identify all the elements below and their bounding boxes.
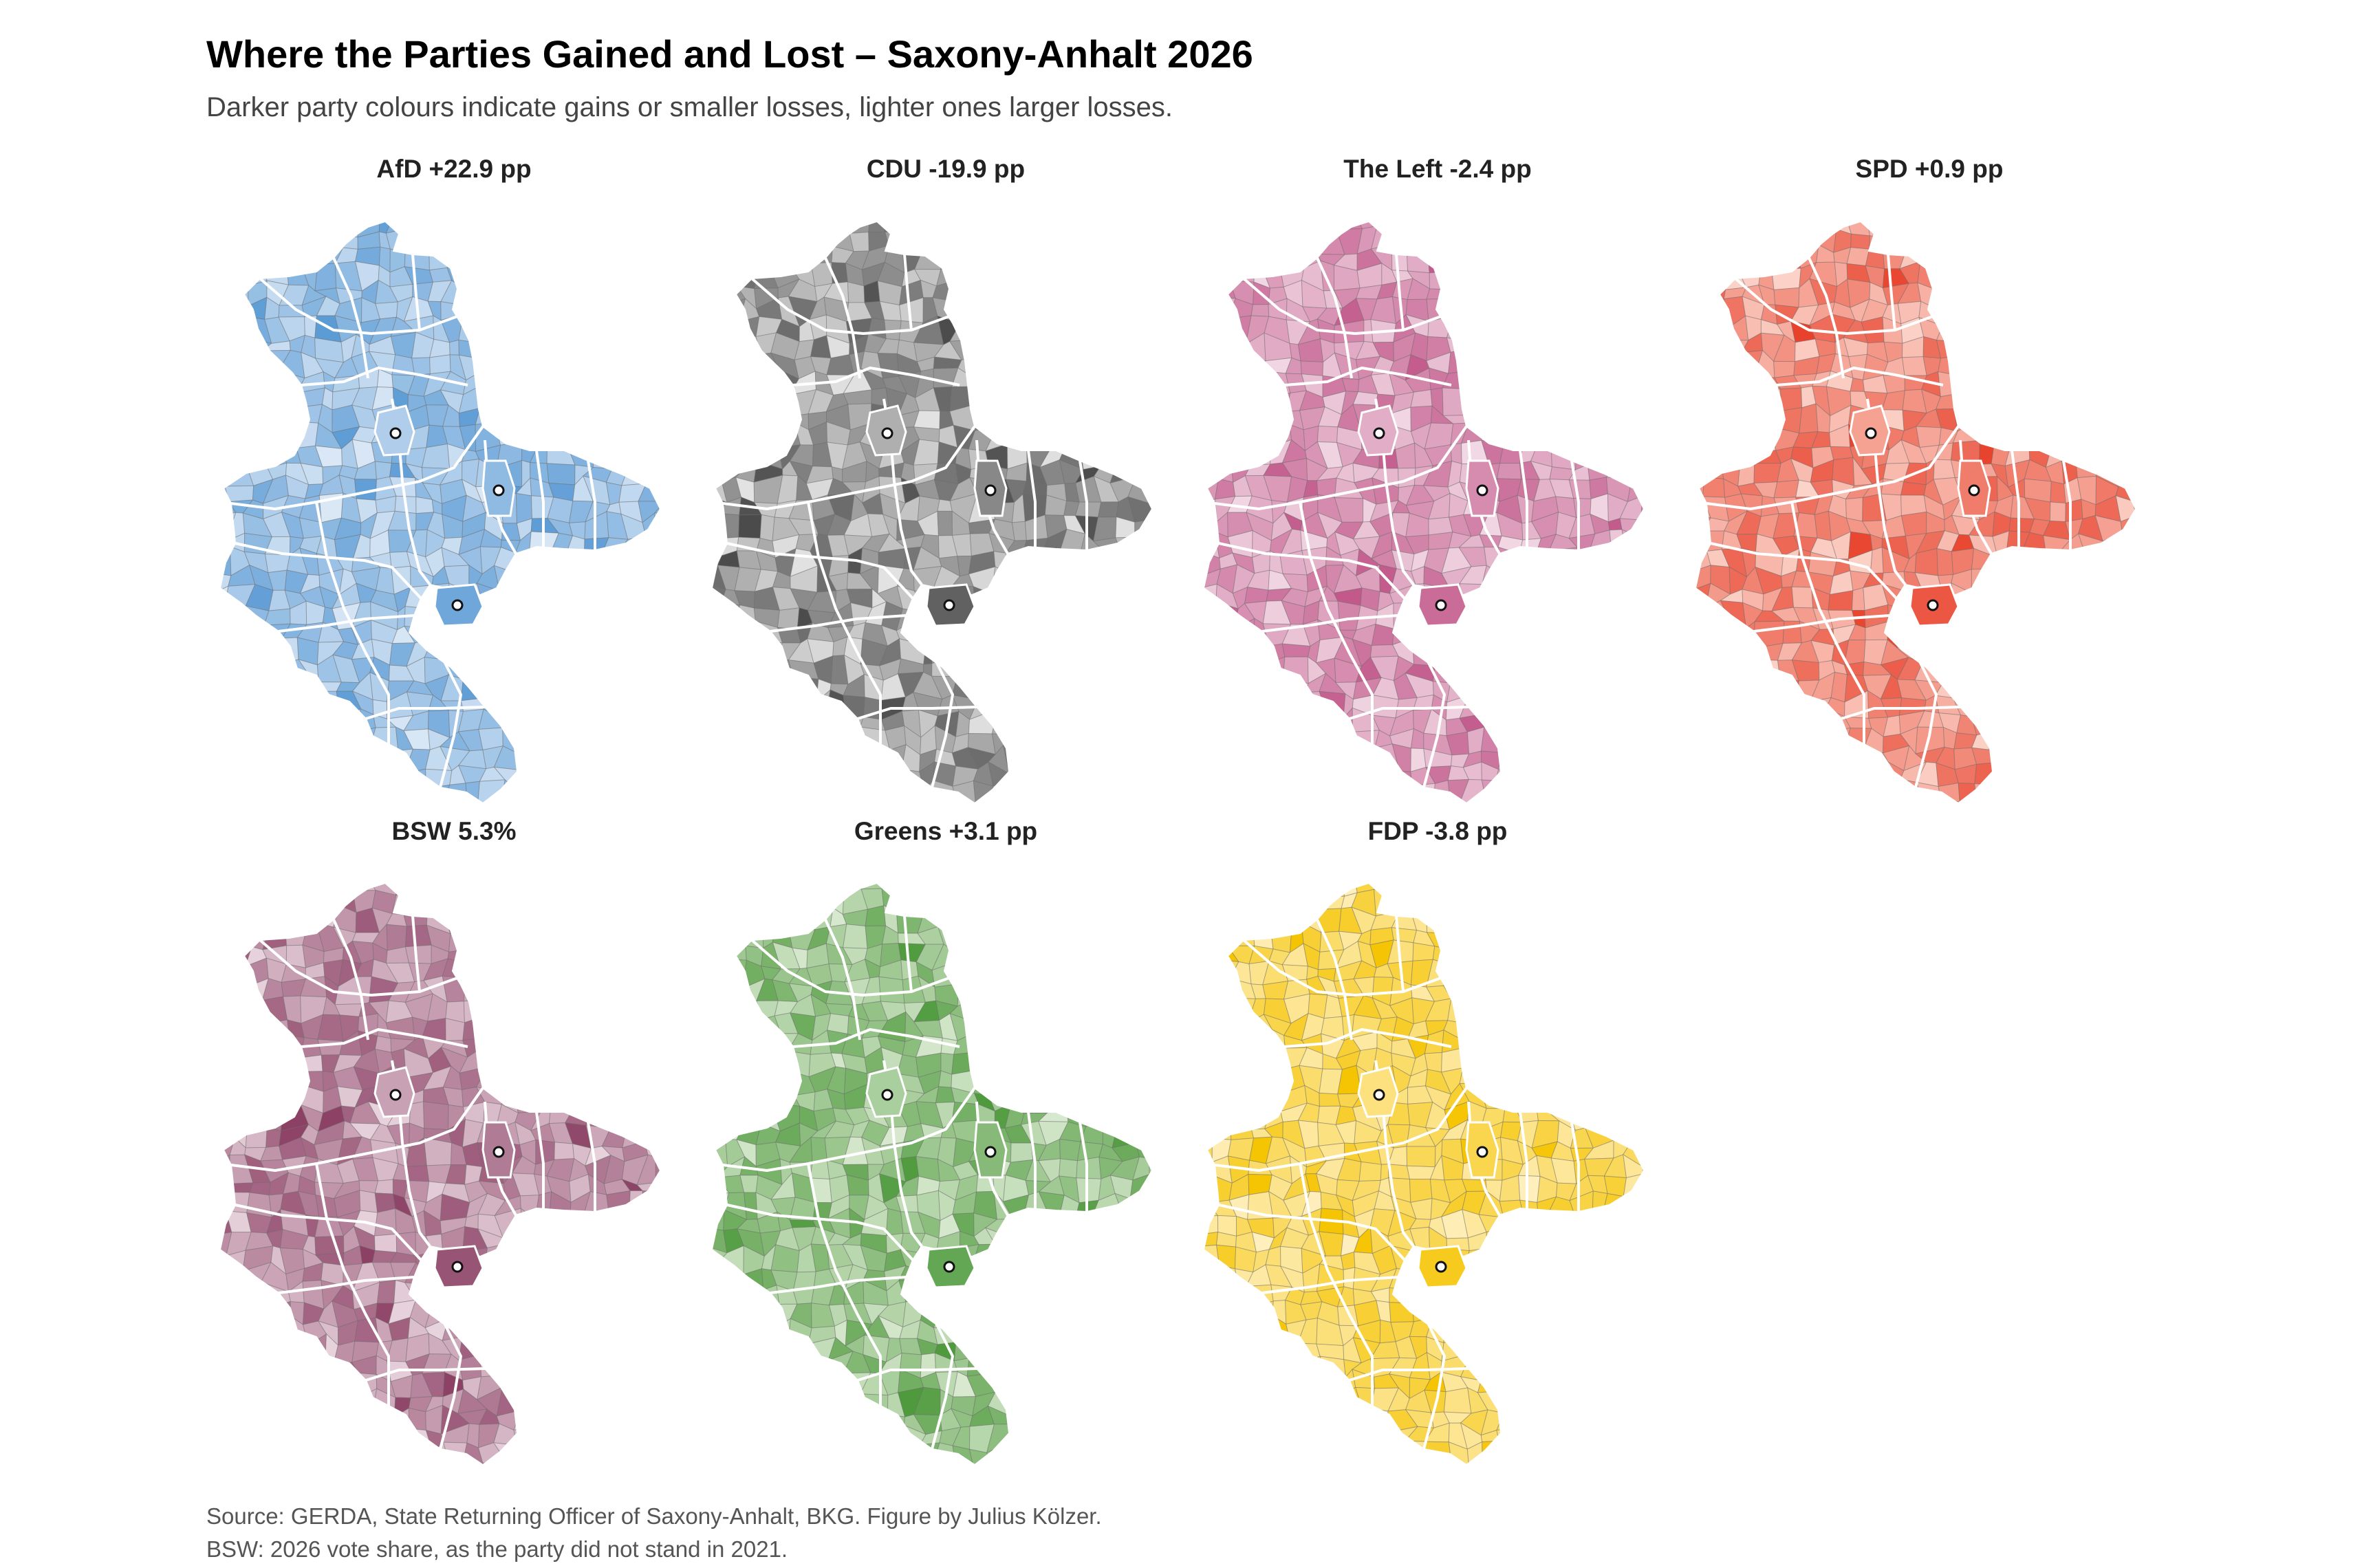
- panel-title-bsw: BSW 5.3%: [391, 817, 517, 845]
- city-marker: [389, 427, 402, 439]
- map-greens: [711, 882, 1153, 1466]
- map-left: [1202, 220, 1645, 805]
- city-marker: [943, 1261, 955, 1273]
- map-cdu: [711, 220, 1153, 805]
- city-marker: [1968, 484, 1980, 497]
- state-outline: [1694, 220, 2137, 805]
- city-marker: [389, 1089, 402, 1101]
- city-marker: [1435, 599, 1447, 611]
- city-marker: [1927, 599, 1939, 611]
- city-marker: [881, 1089, 893, 1101]
- city-marker: [881, 427, 893, 439]
- city-marker: [1865, 427, 1877, 439]
- state-outline: [711, 220, 1153, 805]
- map-fdp: [1202, 882, 1645, 1466]
- panel-title-left: The Left -2.4 pp: [1343, 155, 1532, 183]
- state-outline: [1202, 882, 1645, 1466]
- panel-title-afd: AfD +22.9 pp: [376, 155, 532, 183]
- city-marker: [1373, 1089, 1385, 1101]
- constituency-boundaries: [722, 254, 1088, 788]
- city-marker: [1476, 484, 1488, 497]
- city-marker: [984, 1146, 997, 1158]
- city-marker: [492, 484, 505, 497]
- state-outline: [219, 220, 662, 805]
- map-afd: [219, 220, 662, 805]
- city-marker: [984, 484, 997, 497]
- state-outline: [711, 882, 1153, 1466]
- panel-title-cdu: CDU -19.9 pp: [866, 155, 1026, 183]
- panel-title-greens: Greens +3.1 pp: [854, 817, 1038, 845]
- city-marker: [492, 1146, 505, 1158]
- map-spd: [1694, 220, 2137, 805]
- city-marker: [1476, 1146, 1488, 1158]
- figure-title: Where the Parties Gained and Lost – Saxo…: [206, 32, 1253, 76]
- panel-title-fdp: FDP -3.8 pp: [1367, 817, 1508, 845]
- city-marker: [943, 599, 955, 611]
- state-outline: [1202, 220, 1645, 805]
- map-bsw: [219, 882, 662, 1466]
- constituency-boundaries: [1214, 254, 1580, 788]
- city-marker: [451, 1261, 464, 1273]
- panel-title-spd: SPD +0.9 pp: [1855, 155, 2004, 183]
- state-outline: [219, 882, 662, 1466]
- city-marker: [451, 599, 464, 611]
- source-caption: Source: GERDA, State Returning Officer o…: [206, 1503, 1102, 1529]
- city-marker: [1373, 427, 1385, 439]
- city-marker: [1435, 1261, 1447, 1273]
- bsw-note-caption: BSW: 2026 vote share, as the party did n…: [206, 1536, 788, 1562]
- figure-subtitle: Darker party colours indicate gains or s…: [206, 92, 1173, 122]
